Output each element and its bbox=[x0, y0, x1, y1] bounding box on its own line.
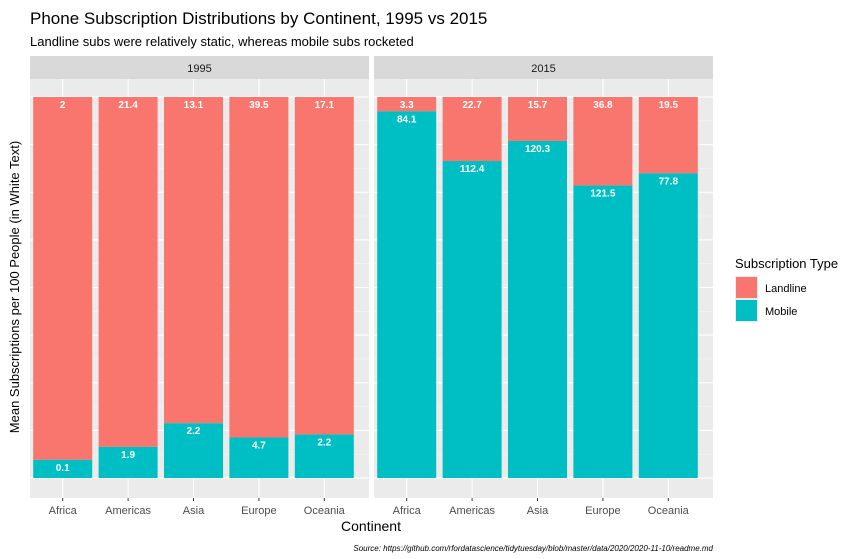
data-label-landline-1995-oceania: 17.1 bbox=[315, 100, 335, 111]
bar-landline-1995-africa bbox=[33, 97, 93, 460]
bar-mobile-1995-asia bbox=[164, 423, 223, 478]
chart-caption: Source: https://github.com/rfordatascien… bbox=[353, 544, 713, 553]
data-label-mobile-1995-asia: 2.2 bbox=[187, 426, 201, 437]
data-label-mobile-1995-africa: 0.1 bbox=[56, 463, 70, 474]
legend-label-mobile: Mobile bbox=[765, 306, 797, 318]
data-label-landline-1995-asia: 13.1 bbox=[184, 100, 204, 111]
bar-landline-1995-americas bbox=[98, 97, 158, 447]
chart-subtitle: Landline subs were relatively static, wh… bbox=[30, 34, 414, 49]
data-label-mobile-2015-africa: 84.1 bbox=[397, 114, 417, 125]
bar-landline-2015-europe bbox=[573, 97, 633, 186]
x-tick-label-2015-americas: Americas bbox=[449, 505, 495, 517]
bar-mobile-1995-oceania bbox=[294, 434, 354, 478]
bar-mobile-1995-africa bbox=[33, 459, 93, 478]
bar-landline-1995-europe bbox=[229, 97, 289, 438]
facet-strip-1995 bbox=[30, 56, 369, 79]
bar-landline-2015-asia bbox=[508, 97, 567, 141]
x-tick-label-1995-asia: Asia bbox=[183, 505, 205, 517]
legend-title: Subscription Type bbox=[735, 256, 838, 271]
data-label-landline-2015-oceania: 19.5 bbox=[659, 100, 679, 111]
x-tick-label-2015-africa: Africa bbox=[393, 505, 422, 517]
x-tick-label-1995-oceania: Oceania bbox=[304, 505, 346, 517]
bar-mobile-2015-americas bbox=[442, 161, 502, 478]
bar-landline-2015-africa bbox=[377, 97, 437, 112]
bar-landline-1995-oceania bbox=[294, 97, 354, 435]
facet-label-2015: 2015 bbox=[531, 63, 555, 75]
bar-mobile-1995-europe bbox=[229, 437, 289, 478]
data-label-landline-2015-asia: 15.7 bbox=[528, 100, 548, 111]
x-axis-title: Continent bbox=[341, 518, 401, 534]
data-label-landline-2015-europe: 36.8 bbox=[593, 100, 613, 111]
facet-strip-2015 bbox=[374, 56, 713, 79]
data-label-mobile-1995-europe: 4.7 bbox=[252, 440, 266, 451]
bar-mobile-1995-americas bbox=[98, 446, 158, 478]
data-label-landline-1995-europe: 39.5 bbox=[249, 100, 269, 111]
bar-mobile-2015-oceania bbox=[638, 173, 698, 478]
bar-mobile-2015-asia bbox=[508, 140, 567, 478]
bar-mobile-2015-europe bbox=[573, 185, 633, 479]
data-label-mobile-1995-oceania: 2.2 bbox=[317, 438, 331, 449]
data-label-landline-2015-africa: 3.3 bbox=[400, 100, 414, 111]
bar-landline-2015-oceania bbox=[638, 97, 698, 174]
x-tick-label-1995-americas: Americas bbox=[105, 505, 151, 517]
data-label-mobile-2015-americas: 112.4 bbox=[460, 164, 485, 175]
x-tick-label-1995-africa: Africa bbox=[49, 505, 78, 517]
x-tick-label-2015-asia: Asia bbox=[527, 505, 549, 517]
legend-label-landline: Landline bbox=[765, 283, 807, 295]
data-label-landline-1995-americas: 21.4 bbox=[118, 100, 138, 111]
data-label-mobile-2015-europe: 121.5 bbox=[590, 189, 615, 200]
y-axis-title: Mean Subscriptions per 100 People (in Wh… bbox=[7, 141, 22, 433]
bar-landline-2015-americas bbox=[442, 97, 502, 162]
legend-swatch-landline bbox=[736, 277, 757, 298]
bar-mobile-2015-africa bbox=[377, 111, 437, 478]
facet-panels: 1995 2 0.1 Africa 21.4 1.9 Americas 13.1 2.2 Asia… bbox=[30, 56, 713, 517]
x-tick-label-2015-europe: Europe bbox=[585, 505, 620, 517]
facet-label-1995: 1995 bbox=[187, 63, 211, 75]
data-label-mobile-2015-asia: 120.3 bbox=[525, 144, 550, 155]
legend: Subscription Type Landline Mobile bbox=[735, 256, 838, 322]
data-label-mobile-1995-americas: 1.9 bbox=[121, 450, 135, 461]
data-label-landline-1995-africa: 2 bbox=[60, 100, 66, 111]
x-tick-label-2015-oceania: Oceania bbox=[648, 505, 690, 517]
data-label-landline-2015-americas: 22.7 bbox=[462, 100, 482, 111]
x-tick-label-1995-europe: Europe bbox=[241, 505, 276, 517]
legend-swatch-mobile bbox=[736, 300, 757, 321]
chart-title: Phone Subscription Distributions by Cont… bbox=[30, 9, 487, 28]
data-label-mobile-2015-oceania: 77.8 bbox=[659, 176, 679, 187]
bar-landline-1995-asia bbox=[164, 97, 223, 424]
